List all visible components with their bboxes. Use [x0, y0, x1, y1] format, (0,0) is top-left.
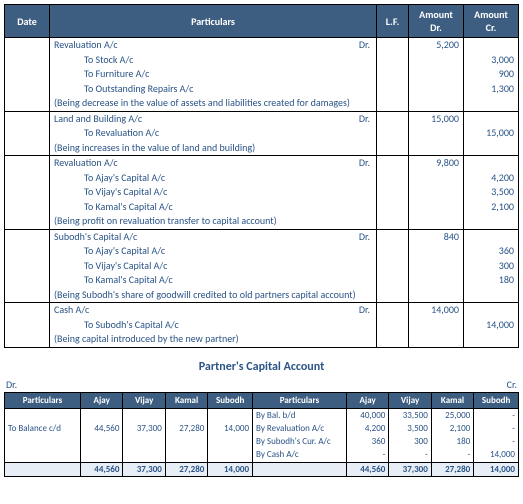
journal-row: To Kamal's Capital A/c2,100 — [5, 200, 519, 215]
capital-col: Vijay — [389, 392, 431, 408]
dr-label: Dr. — [6, 378, 17, 391]
particular-cell: Revaluation A/cDr. — [50, 38, 377, 53]
capital-row: By Cash A/c---14,000 — [5, 448, 519, 462]
particular-cell: To Kamal's Capital A/c — [50, 273, 377, 288]
capital-col: Subodh — [474, 392, 519, 408]
narration-row: (Being profit on revaluation transfer to… — [5, 214, 519, 229]
particular-cell: Land and Building A/cDr. — [50, 111, 377, 126]
narration-cell: (Being capital introduced by the new par… — [50, 332, 377, 347]
journal-row: Subodh's Capital A/cDr.840 — [5, 229, 519, 244]
journal-row: Land and Building A/cDr.15,000 — [5, 111, 519, 126]
capital-col: Kamal — [165, 392, 207, 408]
particular-cell: Subodh's Capital A/cDr. — [50, 229, 377, 244]
journal-table: Date Particulars L.F. Amount Dr. Amount … — [4, 4, 519, 348]
narration-cell: (Being decrease in the value of assets a… — [50, 96, 377, 111]
narration-row: (Being Subodh's share of goodwill credit… — [5, 288, 519, 303]
capital-table: ParticularsAjayVijayKamalSubodhParticula… — [4, 392, 519, 477]
capital-col: Ajay — [346, 392, 388, 408]
particular-cell: Cash A/cDr. — [50, 303, 377, 318]
dr-mark: Dr. — [359, 113, 370, 126]
journal-row: To Vijay's Capital A/c300 — [5, 259, 519, 274]
narration-row: (Being decrease in the value of assets a… — [5, 96, 519, 111]
capital-col: Vijay — [123, 392, 165, 408]
capital-row: To Balance c/d44,56037,30027,28014,000By… — [5, 422, 519, 435]
dr-mark: Dr. — [359, 231, 370, 244]
particular-cell: To Kamal's Capital A/c — [50, 200, 377, 215]
particular-cell: Revaluation A/cDr. — [50, 156, 377, 171]
dr-mark: Dr. — [359, 304, 370, 317]
journal-row: To Revaluation A/c15,000 — [5, 126, 519, 141]
journal-row: To Subodh's Capital A/c14,000 — [5, 318, 519, 333]
capital-col: Ajay — [80, 392, 122, 408]
journal-row: To Outstanding Repairs A/c1,300 — [5, 82, 519, 97]
capital-col: Particulars — [5, 392, 81, 408]
particular-cell: To Ajay's Capital A/c — [50, 171, 377, 186]
dr-mark: Dr. — [359, 157, 370, 170]
capital-col: Subodh — [208, 392, 253, 408]
capital-row: By Subodh's Cur. A/c360300180- — [5, 435, 519, 448]
capital-title: Partner's Capital Account — [4, 360, 519, 374]
narration-row: (Being increases in the value of land an… — [5, 141, 519, 156]
journal-row: To Vijay's Capital A/c3,500 — [5, 185, 519, 200]
capital-total-row: 44,56037,30027,28014,00044,56037,30027,2… — [5, 462, 519, 476]
narration-cell: (Being profit on revaluation transfer to… — [50, 214, 377, 229]
journal-row: To Ajay's Capital A/c360 — [5, 244, 519, 259]
particular-cell: To Furniture A/c — [50, 67, 377, 82]
particular-cell: To Ajay's Capital A/c — [50, 244, 377, 259]
journal-row: To Stock A/c3,000 — [5, 53, 519, 68]
col-cr: Amount Cr. — [464, 5, 519, 38]
dr-mark: Dr. — [359, 39, 370, 52]
particular-cell: To Revaluation A/c — [50, 126, 377, 141]
journal-row: To Ajay's Capital A/c4,200 — [5, 171, 519, 186]
journal-row: Cash A/cDr.14,000 — [5, 303, 519, 318]
particular-cell: To Subodh's Capital A/c — [50, 318, 377, 333]
journal-row: Revaluation A/cDr.9,800 — [5, 156, 519, 171]
particular-cell: To Vijay's Capital A/c — [50, 259, 377, 274]
col-lf: L.F. — [377, 5, 409, 38]
col-particulars: Particulars — [50, 5, 377, 38]
capital-row: By Bal. b/d40,00033,50025,000- — [5, 408, 519, 422]
particular-cell: To Outstanding Repairs A/c — [50, 82, 377, 97]
col-date: Date — [5, 5, 50, 38]
narration-cell: (Being Subodh's share of goodwill credit… — [50, 288, 377, 303]
capital-col: Particulars — [253, 392, 347, 408]
journal-row: To Furniture A/c900 — [5, 67, 519, 82]
narration-row: (Being capital introduced by the new par… — [5, 332, 519, 347]
particular-cell: To Vijay's Capital A/c — [50, 185, 377, 200]
cr-label: Cr. — [507, 378, 517, 391]
drcr-labels: Dr. Cr. — [4, 378, 519, 391]
journal-row: Revaluation A/cDr.5,200 — [5, 38, 519, 53]
col-dr: Amount Dr. — [409, 5, 464, 38]
particular-cell: To Stock A/c — [50, 53, 377, 68]
narration-cell: (Being increases in the value of land an… — [50, 141, 377, 156]
capital-col: Kamal — [431, 392, 473, 408]
journal-row: To Kamal's Capital A/c180 — [5, 273, 519, 288]
